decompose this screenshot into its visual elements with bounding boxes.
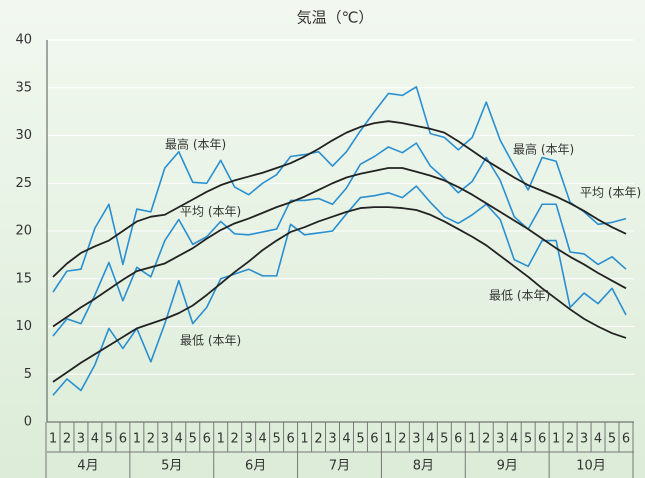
series-line (52, 142, 627, 337)
x-tick-label: 1 (384, 432, 392, 447)
x-tick-label: 5 (524, 432, 532, 447)
x-tick-label: 6 (119, 432, 127, 447)
annotation: 最低 (本年) (489, 289, 550, 303)
series-line (52, 206, 627, 383)
series-line (52, 120, 627, 278)
x-tick-label: 2 (482, 432, 490, 447)
x-tick-label: 2 (398, 432, 406, 447)
x-tick-label: 3 (412, 432, 420, 447)
series-line (52, 167, 627, 328)
x-tick-label: 2 (147, 432, 155, 447)
x-tick-label: 4 (175, 432, 183, 447)
x-tick-label: 1 (217, 432, 225, 447)
month-label: 9月 (497, 459, 518, 474)
x-tick-label: 3 (328, 432, 336, 447)
x-tick-label: 4 (91, 432, 99, 447)
annotation: 最高 (本年) (165, 137, 226, 152)
y-tick-label: 20 (15, 224, 32, 239)
x-tick-label: 1 (468, 432, 476, 447)
x-tick-label: 4 (594, 432, 602, 447)
month-label: 8月 (413, 459, 434, 474)
month-label: 10月 (576, 459, 606, 474)
x-tick-label: 6 (622, 432, 630, 447)
annotation: 平均 (本年) (580, 186, 641, 200)
x-tick-label: 4 (510, 432, 518, 447)
x-tick-label: 1 (133, 432, 141, 447)
y-tick-label: 0 (24, 415, 32, 430)
x-tick-label: 5 (608, 432, 616, 447)
x-tick-label: 5 (272, 432, 280, 447)
x-tick-label: 4 (342, 432, 350, 447)
x-tick-label: 4 (426, 432, 434, 447)
x-tick-label: 6 (538, 432, 546, 447)
x-tick-label: 3 (161, 432, 169, 447)
month-label: 4月 (77, 459, 98, 474)
x-tick-label: 3 (580, 432, 588, 447)
x-tick-label: 5 (440, 432, 448, 447)
month-label: 7月 (329, 459, 350, 474)
x-tick-label: 6 (370, 432, 378, 447)
x-tick-label: 2 (566, 432, 574, 447)
x-tick-label: 4 (258, 432, 266, 447)
month-label: 5月 (161, 459, 182, 474)
y-tick-label: 30 (15, 128, 32, 143)
x-tick-label: 3 (496, 432, 504, 447)
x-tick-label: 5 (356, 432, 364, 447)
chart-title: 気温（℃） (297, 9, 374, 27)
y-tick-label: 35 (15, 80, 32, 95)
x-tick-label: 5 (189, 432, 197, 447)
x-tick-label: 1 (300, 432, 308, 447)
x-tick-label: 6 (203, 432, 211, 447)
annotation: 最高 (本年) (513, 142, 574, 157)
x-tick-label: 2 (314, 432, 322, 447)
month-label: 6月 (245, 459, 266, 474)
annotation: 最低 (本年) (180, 334, 241, 348)
x-tick-label: 5 (105, 432, 113, 447)
x-tick-label: 1 (49, 432, 57, 447)
x-tick-label: 6 (454, 432, 462, 447)
series-line (52, 85, 627, 293)
y-tick-label: 5 (24, 367, 32, 382)
x-tick-label: 6 (286, 432, 294, 447)
x-tick-label: 3 (77, 432, 85, 447)
x-tick-label: 2 (63, 432, 71, 447)
y-tick-label: 25 (15, 176, 32, 191)
x-tick-label: 2 (231, 432, 239, 447)
annotation: 平均 (本年) (180, 205, 241, 219)
x-tick-label: 3 (245, 432, 253, 447)
x-tick-label: 1 (552, 432, 560, 447)
series-line (52, 185, 627, 396)
y-tick-label: 15 (15, 271, 32, 286)
y-tick-label: 40 (15, 33, 32, 48)
y-tick-label: 10 (15, 319, 32, 334)
